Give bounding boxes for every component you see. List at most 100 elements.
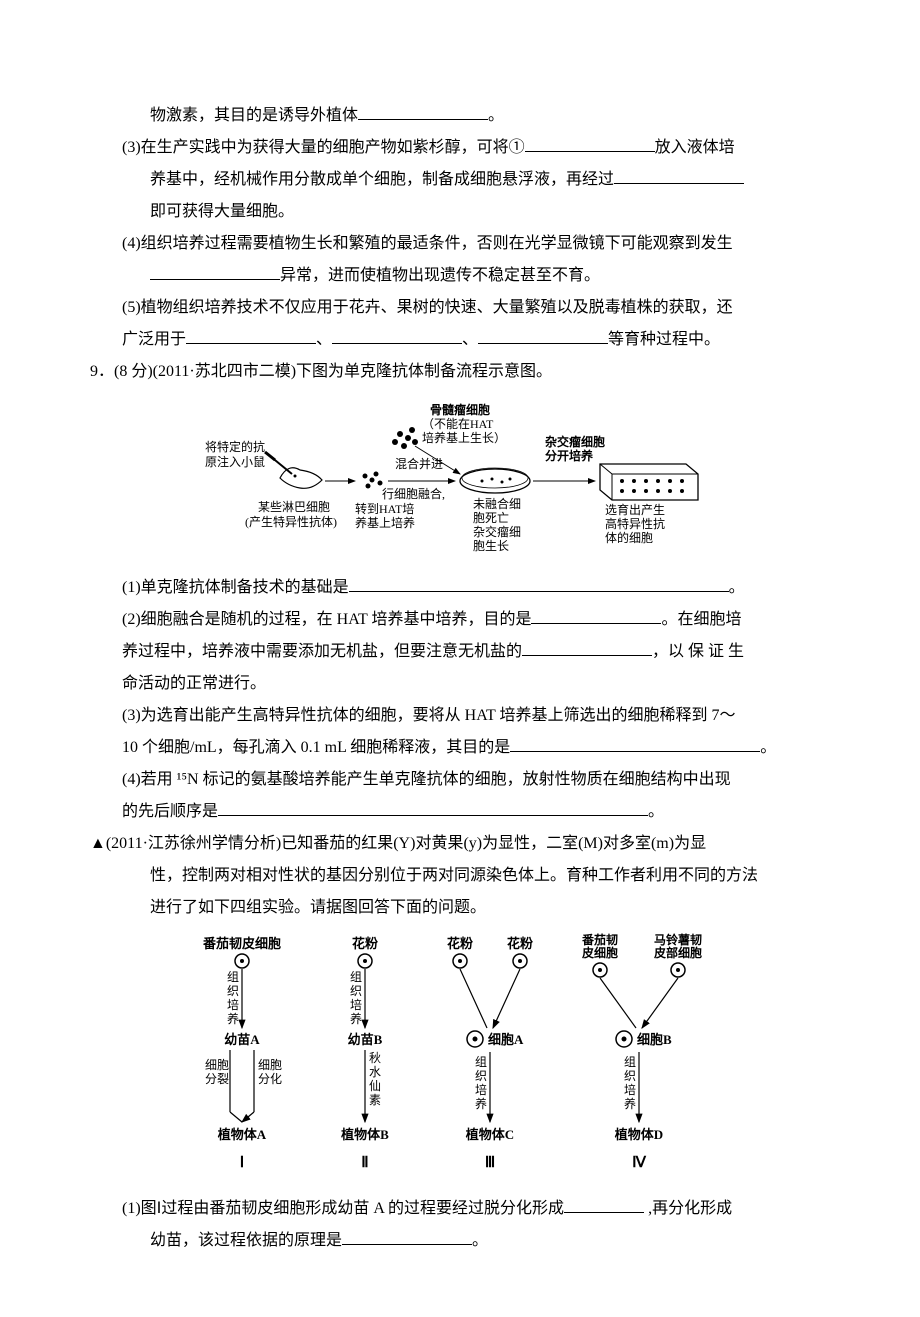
- blank: [218, 797, 648, 816]
- q10-title-l1: ▲(2011·江苏徐州学情分析)已知番茄的红果(Y)对黄果(y)为显性，二室(M…: [90, 828, 830, 860]
- svg-text:幼苗B: 幼苗B: [348, 1032, 383, 1047]
- svg-text:混合并进: 混合并进: [395, 456, 443, 471]
- svg-text:组: 组: [350, 970, 362, 984]
- svg-text:素: 素: [369, 1093, 381, 1107]
- svg-text:Ⅳ: Ⅳ: [632, 1155, 647, 1171]
- text: 命活动的正常进行。: [122, 675, 266, 692]
- svg-text:将特定的抗: 将特定的抗: [205, 439, 265, 454]
- svg-text:分化: 分化: [258, 1072, 282, 1086]
- svg-text:原注入小鼠: 原注入小鼠: [205, 454, 265, 469]
- q9-p4-l1: (4)若用 ¹⁵N 标记的氨基酸培养能产生单克隆抗体的细胞，放射性物质在细胞结构…: [90, 764, 830, 796]
- text: 。: [760, 739, 776, 756]
- svg-text:(产生特异性抗体): (产生特异性抗体): [245, 514, 337, 529]
- q8-p3-l3: 即可获得大量细胞。: [90, 196, 830, 228]
- text: (1)图Ⅰ过程由番茄韧皮细胞形成幼苗 A 的过程要经过脱分化形成: [122, 1200, 564, 1217]
- q9-p1: (1)单克隆抗体制备技术的基础是 。: [90, 572, 830, 604]
- svg-text:Ⅱ: Ⅱ: [361, 1155, 368, 1171]
- svg-text:骨髓瘤细胞: 骨髓瘤细胞: [430, 402, 490, 417]
- svg-text:植物体A: 植物体A: [217, 1127, 267, 1142]
- text: 物激素，其目的是诱导外植体: [150, 107, 358, 124]
- q10-title-l3: 进行了如下四组实验。请据图回答下面的问题。: [90, 892, 830, 924]
- svg-text:某些淋巴细胞: 某些淋巴细胞: [258, 500, 330, 514]
- text: 进行了如下四组实验。请据图回答下面的问题。: [150, 899, 486, 916]
- q8-p5-l1: (5)植物组织培养技术不仅应用于花卉、果树的快速、大量繁殖以及脱毒植株的获取，还: [90, 292, 830, 324]
- text: 等育种过程中。: [608, 331, 720, 348]
- svg-text:培养基上生长）: 培养基上生长）: [422, 430, 506, 445]
- text: 即可获得大量细胞。: [150, 203, 294, 220]
- svg-text:杂交瘤细胞: 杂交瘤细胞: [545, 434, 605, 449]
- text: ,再分化形成: [644, 1200, 732, 1217]
- q9-diagram: 将特定的抗 原注入小鼠 某些淋巴细胞 (产生特异性抗体) 骨髓瘤细胞 （不能在H…: [90, 396, 830, 568]
- svg-text:皮细胞: 皮细胞: [581, 945, 618, 960]
- q9-p3-l1: (3)为选育出能产生高特异性抗体的细胞，要将从 HAT 培养基上筛选出的细胞稀释…: [90, 700, 830, 732]
- svg-text:番茄韧: 番茄韧: [581, 932, 618, 947]
- text: 的先后顺序是: [122, 803, 218, 820]
- svg-text:养基上培养: 养基上培养: [355, 515, 415, 530]
- q9-p4-l2: 的先后顺序是 。: [90, 796, 830, 828]
- text: (1)单克隆抗体制备技术的基础是: [122, 579, 349, 596]
- text: 10 个细胞/mL，每孔滴入 0.1 mL 细胞稀释液，其目的是: [122, 739, 510, 756]
- text: (3)在生产实践中为获得大量的细胞产物如紫杉醇，可将①: [122, 139, 525, 156]
- svg-text:养: 养: [475, 1096, 487, 1111]
- q10-p1-l2: 幼苗，该过程依据的原理是。: [90, 1225, 830, 1257]
- q10-p1-l1: (1)图Ⅰ过程由番茄韧皮细胞形成幼苗 A 的过程要经过脱分化形成 ,再分化形成: [90, 1193, 830, 1225]
- text: 性，控制两对相对性状的基因分别位于两对同源染色体上。育种工作者利用不同的方法: [150, 867, 758, 884]
- svg-text:番茄韧皮细胞: 番茄韧皮细胞: [202, 936, 281, 951]
- blank: [522, 637, 652, 656]
- svg-text:织: 织: [624, 1069, 636, 1083]
- svg-text:转到HAT培: 转到HAT培: [355, 501, 414, 516]
- svg-text:植物体C: 植物体C: [465, 1127, 514, 1142]
- text: 。: [648, 803, 664, 820]
- q10-title-l2: 性，控制两对相对性状的基因分别位于两对同源染色体上。育种工作者利用不同的方法: [90, 860, 830, 892]
- svg-text:养: 养: [624, 1096, 636, 1111]
- blank: [186, 325, 316, 344]
- svg-text:Ⅲ: Ⅲ: [485, 1155, 495, 1171]
- svg-text:培: 培: [475, 1082, 487, 1097]
- q9-title: 9．(8 分)(2011·苏北四市二模)下图为单克隆抗体制备流程示意图。: [90, 356, 830, 388]
- q8-p2-cont: 物激素，其目的是诱导外植体 。: [90, 100, 830, 132]
- svg-text:组: 组: [624, 1055, 636, 1069]
- q9-p3-l2: 10 个细胞/mL，每孔滴入 0.1 mL 细胞稀释液，其目的是 。: [90, 732, 830, 764]
- svg-text:皮部细胞: 皮部细胞: [653, 945, 702, 960]
- q8-p4-l1: (4)组织培养过程需要植物生长和繁殖的最适条件，否则在光学显微镜下可能观察到发生: [90, 228, 830, 260]
- text: (4)组织培养过程需要植物生长和繁殖的最适条件，否则在光学显微镜下可能观察到发生: [122, 235, 733, 252]
- blank: [564, 1194, 644, 1213]
- svg-text:花粉: 花粉: [352, 936, 378, 951]
- text: 。: [729, 579, 745, 596]
- svg-text:仙: 仙: [369, 1079, 381, 1093]
- blank: [332, 325, 462, 344]
- text: ▲(2011·江苏徐州学情分析)已知番茄的红果(Y)对黄果(y)为显性，二室(M…: [90, 835, 706, 852]
- text: (2)细胞融合是随机的过程，在 HAT 培养基中培养，目的是: [122, 611, 531, 628]
- svg-text:马铃薯韧: 马铃薯韧: [654, 932, 702, 947]
- svg-text:胞生长: 胞生长: [473, 539, 509, 553]
- svg-text:行细胞融合,: 行细胞融合,: [382, 486, 445, 501]
- blank: [342, 1226, 472, 1245]
- svg-text:培: 培: [227, 997, 239, 1012]
- text: 。: [488, 107, 504, 124]
- q8-p3-l2: 养基中，经机械作用分散成单个细胞，制备成细胞悬浮液，再经过: [90, 164, 830, 196]
- text: 养过程中，培养液中需要添加无机盐，但要注意无机盐的: [122, 643, 522, 660]
- svg-text:体的细胞: 体的细胞: [605, 530, 653, 545]
- svg-text:杂交瘤细: 杂交瘤细: [473, 524, 521, 539]
- svg-text:（不能在HAT: （不能在HAT: [422, 417, 494, 431]
- svg-text:组: 组: [227, 970, 239, 984]
- svg-text:分开培养: 分开培养: [545, 448, 593, 463]
- svg-text:水: 水: [369, 1065, 381, 1079]
- svg-text:花粉: 花粉: [507, 936, 533, 951]
- text: 放入液体培: [655, 139, 735, 156]
- text: 、: [316, 331, 332, 348]
- svg-text:织: 织: [475, 1069, 487, 1083]
- svg-text:幼苗A: 幼苗A: [224, 1032, 260, 1047]
- svg-text:未融合细: 未融合细: [473, 496, 521, 511]
- svg-text:培: 培: [350, 997, 362, 1012]
- svg-text:织: 织: [227, 984, 239, 998]
- svg-text:花粉: 花粉: [447, 936, 473, 951]
- svg-text:养: 养: [350, 1011, 362, 1026]
- svg-text:细胞B: 细胞B: [637, 1032, 672, 1047]
- q8-p4-l2: 异常，进而使植物出现遗传不稳定甚至不育。: [90, 260, 830, 292]
- q10-diagram: 番茄韧皮细胞 组 织 培 养 幼苗A 细胞 分裂 细胞 分化 植物体A Ⅰ 花粉…: [90, 932, 830, 1189]
- text: (4)若用 ¹⁵N 标记的氨基酸培养能产生单克隆抗体的细胞，放射性物质在细胞结构…: [122, 771, 731, 788]
- blank: [349, 573, 729, 592]
- svg-text:织: 织: [350, 984, 362, 998]
- q9-p2-l1: (2)细胞融合是随机的过程，在 HAT 培养基中培养，目的是。在细胞培: [90, 604, 830, 636]
